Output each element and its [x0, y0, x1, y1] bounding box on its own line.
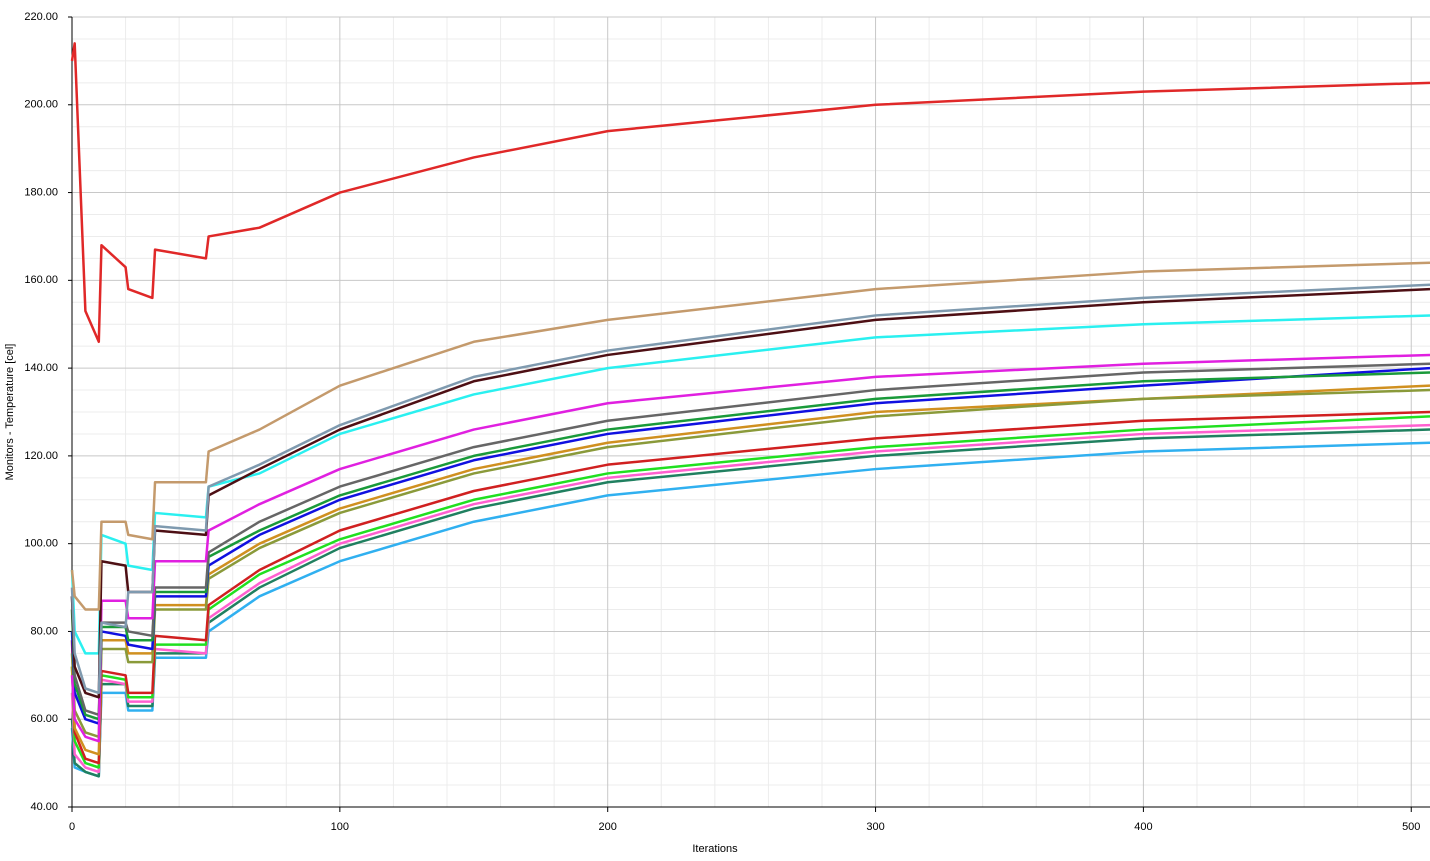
y-tick-label: 180.00: [24, 186, 58, 198]
series-line: [70, 415, 1430, 769]
series-line: [70, 371, 1430, 721]
series-line: [70, 261, 1430, 611]
x-axis-label: Iterations: [692, 843, 738, 855]
series-line: [70, 384, 1430, 756]
y-tick-label: 120.00: [24, 450, 58, 462]
series-line: [70, 353, 1430, 743]
series-line: [70, 410, 1430, 765]
series-line: [70, 388, 1430, 739]
series-line: [70, 362, 1430, 717]
series-line: [70, 287, 1430, 699]
y-tick-label: 80.00: [30, 625, 58, 637]
y-tick-label: 160.00: [24, 274, 58, 286]
y-tick-label: 40.00: [30, 801, 58, 813]
series-line: [70, 366, 1430, 725]
x-tick-label: 300: [866, 821, 884, 833]
series-line: [70, 42, 1430, 344]
series-line: [70, 314, 1430, 655]
series-line: [70, 283, 1430, 695]
x-tick-label: 200: [599, 821, 617, 833]
x-tick-label: 500: [1402, 821, 1420, 833]
y-tick-label: 140.00: [24, 362, 58, 374]
y-tick-label: 100.00: [24, 538, 58, 550]
y-tick-label: 60.00: [30, 713, 58, 725]
y-tick-label: 220.00: [24, 11, 58, 23]
x-tick-label: 400: [1134, 821, 1152, 833]
series-line: [70, 428, 1430, 778]
y-tick-label: 200.00: [24, 99, 58, 111]
series-line: [70, 423, 1430, 774]
y-axis-label: Monitors - Temperature [cel]: [4, 344, 16, 481]
x-tick-label: 100: [331, 821, 349, 833]
x-tick-label: 0: [69, 821, 75, 833]
